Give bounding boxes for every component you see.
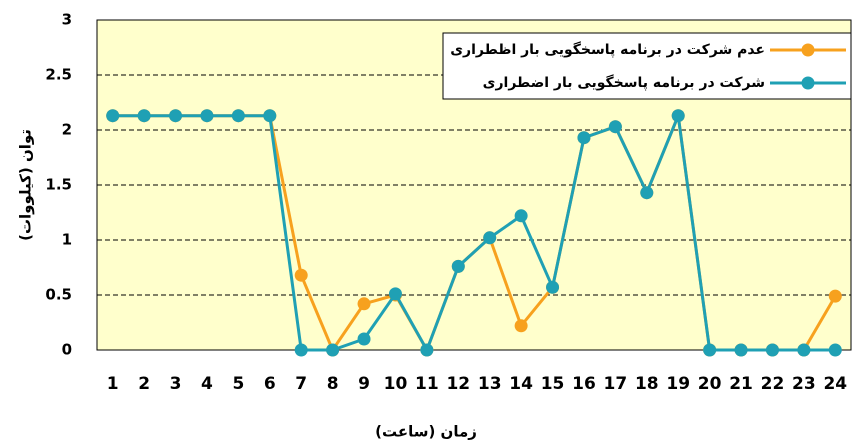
point — [828, 289, 842, 303]
x-tick-label: 15 — [541, 374, 565, 394]
point — [703, 343, 717, 357]
point — [514, 319, 528, 333]
point — [577, 131, 591, 145]
x-tick-label: 14 — [509, 374, 533, 394]
x-tick-label: 20 — [698, 374, 722, 394]
x-tick-label: 21 — [729, 374, 753, 394]
x-tick-label: 3 — [170, 374, 182, 394]
point — [797, 343, 811, 357]
y-tick-label: 0 — [62, 341, 72, 359]
y-tick-label: 0.5 — [45, 286, 72, 304]
point — [169, 109, 183, 123]
point — [326, 343, 340, 357]
x-tick-label: 19 — [666, 374, 690, 394]
x-tick-label: 8 — [327, 374, 339, 394]
legend: عدم شرکت در برنامه پاسخگویی بار اظطراری ش… — [442, 32, 852, 100]
point — [357, 297, 371, 311]
y-tick-label: 1.5 — [45, 176, 72, 194]
point — [671, 109, 685, 123]
x-tick-label: 18 — [635, 374, 659, 394]
point — [451, 259, 465, 273]
point — [514, 209, 528, 223]
x-tick-label: 10 — [384, 374, 408, 394]
point — [231, 109, 245, 123]
legend-label: عدم شرکت در برنامه پاسخگویی بار اظطراری — [450, 41, 765, 58]
legend-marker — [801, 43, 815, 57]
point — [608, 120, 622, 134]
x-tick-label: 2 — [138, 374, 150, 394]
x-tick-label: 13 — [478, 374, 502, 394]
x-tick-label: 4 — [201, 374, 213, 394]
x-tick-label: 24 — [823, 374, 847, 394]
point — [828, 343, 842, 357]
point — [483, 231, 497, 245]
x-tick-label: 9 — [358, 374, 370, 394]
legend-marker — [801, 76, 815, 90]
y-tick-label: 2.5 — [45, 66, 72, 84]
point — [734, 343, 748, 357]
y-tick-label: 1 — [62, 231, 72, 249]
point — [546, 280, 560, 294]
y-axis-label: توان (کیلووات) — [17, 129, 35, 241]
point — [765, 343, 779, 357]
x-tick-label: 11 — [415, 374, 439, 394]
x-tick-label: 6 — [264, 374, 276, 394]
x-tick-label: 22 — [761, 374, 785, 394]
x-axis-label: زمان (ساعت) — [375, 423, 477, 441]
x-tick-label: 16 — [572, 374, 596, 394]
point — [640, 186, 654, 200]
x-tick-label: 1 — [107, 374, 119, 394]
point — [420, 343, 434, 357]
point — [137, 109, 151, 123]
point — [294, 268, 308, 282]
x-tick-label: 23 — [792, 374, 816, 394]
point — [200, 109, 214, 123]
x-tick-label: 7 — [295, 374, 307, 394]
legend-box — [442, 32, 852, 100]
x-tick-label: 12 — [446, 374, 470, 394]
point — [106, 109, 120, 123]
x-tick-label: 5 — [232, 374, 244, 394]
point — [263, 109, 277, 123]
point — [388, 287, 402, 301]
y-tick-label: 2 — [62, 121, 72, 139]
legend-label: شرکت در برنامه پاسخگویی بار اضطراری — [483, 74, 765, 91]
x-tick-label: 17 — [604, 374, 628, 394]
y-tick-label: 3 — [62, 11, 72, 29]
point — [294, 343, 308, 357]
point — [357, 332, 371, 346]
